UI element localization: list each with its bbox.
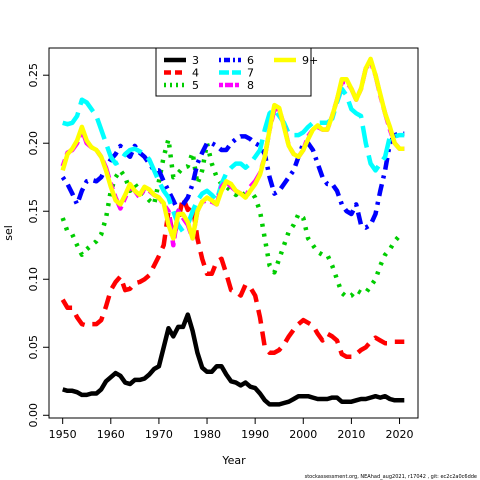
series-line [60,56,405,241]
y-tick-label: 0.15 [27,199,40,224]
series-line [62,86,405,234]
x-tick-label: 2000 [289,428,317,441]
series-line [62,312,405,407]
y-axis-label: sel [2,225,15,241]
legend-label: 6 [247,54,254,67]
y-tick-label: 0.05 [27,335,40,360]
x-tick-label: 2020 [386,428,414,441]
x-tick-label: 1980 [193,428,221,441]
y-tick-label: 0.20 [27,131,40,156]
x-tick-label: 1950 [49,428,77,441]
y-tick-label: 0.00 [27,403,40,428]
y-tick-label: 0.25 [27,63,40,88]
legend-label: 5 [192,79,199,92]
y-tick-label: 0.10 [27,267,40,292]
footer: stockassessment.org, NEAhad_aug2021, r17… [305,474,477,480]
legend-label: 9+ [302,54,318,67]
x-tick-label: 1970 [145,428,173,441]
legend-label: 4 [192,67,199,80]
legend-label: 3 [192,54,199,67]
plot-frame [48,47,419,419]
legend-label: 8 [247,79,254,92]
x-tick-label: 1990 [241,428,269,441]
x-axis-label: Year [221,454,246,467]
x-tick-label: 2010 [337,428,365,441]
legend-label: 7 [247,67,254,80]
x-tick-label: 1960 [97,428,125,441]
series-line [60,195,405,360]
series-line [60,131,405,230]
